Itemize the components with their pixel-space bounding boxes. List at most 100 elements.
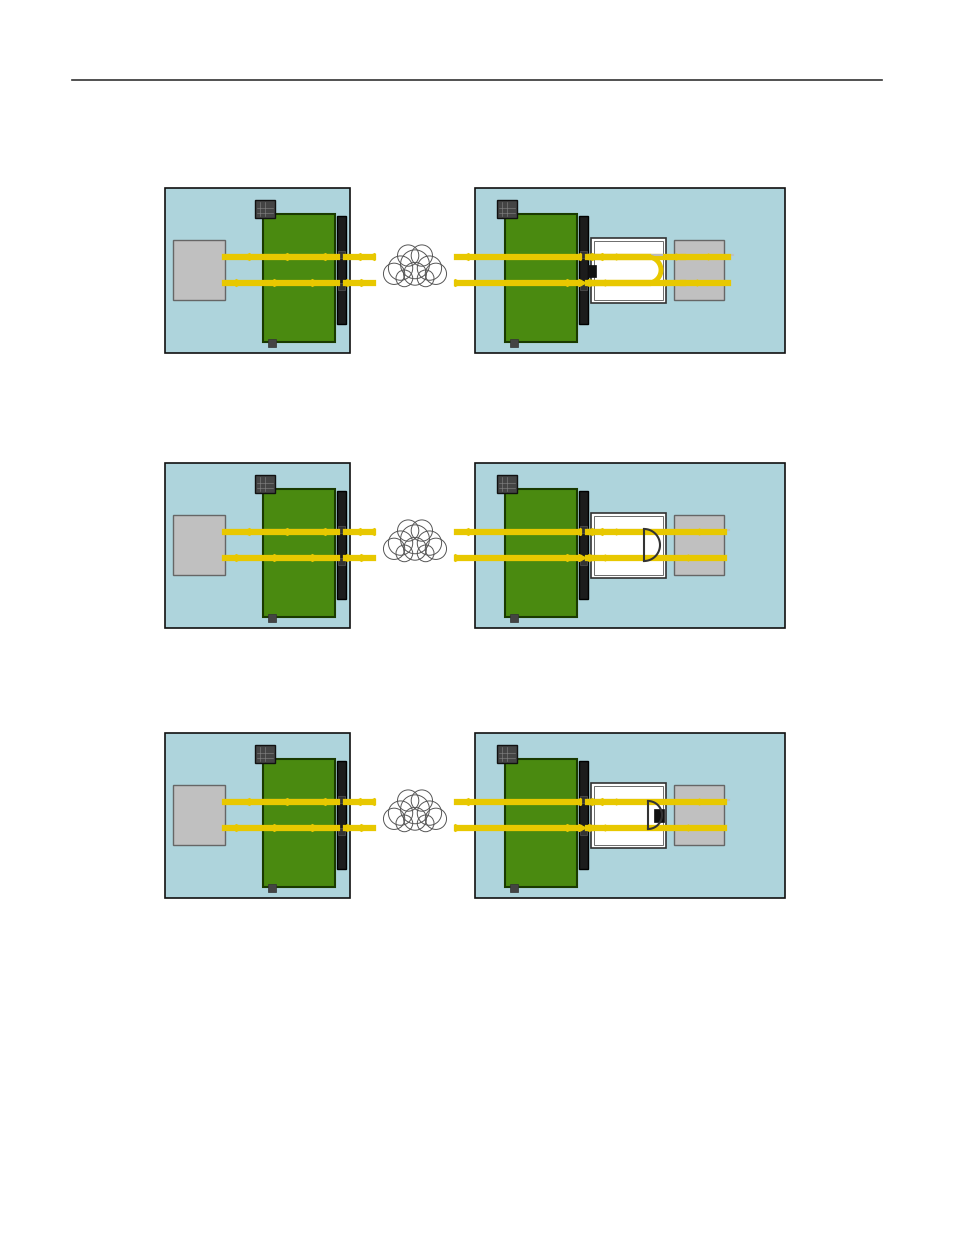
Polygon shape	[360, 825, 368, 831]
Circle shape	[403, 808, 426, 830]
FancyBboxPatch shape	[475, 732, 784, 898]
FancyBboxPatch shape	[336, 492, 346, 599]
Polygon shape	[368, 529, 375, 536]
Polygon shape	[693, 529, 700, 535]
FancyBboxPatch shape	[579, 251, 586, 258]
Circle shape	[411, 790, 432, 811]
Polygon shape	[697, 280, 702, 287]
Polygon shape	[585, 799, 593, 805]
Polygon shape	[578, 279, 585, 287]
Polygon shape	[566, 279, 574, 287]
Polygon shape	[368, 253, 375, 261]
Circle shape	[388, 802, 413, 825]
FancyBboxPatch shape	[475, 188, 784, 352]
Polygon shape	[604, 555, 610, 561]
FancyBboxPatch shape	[165, 188, 350, 352]
FancyBboxPatch shape	[165, 732, 350, 898]
Polygon shape	[670, 254, 677, 261]
FancyBboxPatch shape	[337, 283, 345, 290]
Polygon shape	[281, 799, 288, 805]
Polygon shape	[281, 529, 288, 536]
Circle shape	[383, 808, 404, 830]
FancyBboxPatch shape	[172, 515, 225, 576]
Polygon shape	[235, 279, 243, 287]
FancyBboxPatch shape	[578, 216, 587, 324]
FancyBboxPatch shape	[475, 462, 784, 627]
Polygon shape	[312, 555, 318, 562]
FancyBboxPatch shape	[254, 474, 274, 493]
Circle shape	[388, 531, 413, 556]
Polygon shape	[566, 555, 574, 562]
Polygon shape	[360, 279, 368, 287]
Polygon shape	[455, 279, 461, 287]
FancyBboxPatch shape	[579, 558, 586, 564]
FancyBboxPatch shape	[497, 200, 517, 217]
Polygon shape	[693, 799, 700, 805]
FancyBboxPatch shape	[579, 827, 586, 835]
Circle shape	[416, 815, 434, 831]
Polygon shape	[610, 799, 617, 805]
Circle shape	[425, 263, 446, 284]
Polygon shape	[604, 825, 610, 831]
Polygon shape	[702, 254, 708, 261]
FancyBboxPatch shape	[268, 883, 275, 892]
Circle shape	[411, 245, 432, 267]
Circle shape	[416, 270, 434, 287]
Polygon shape	[455, 555, 461, 562]
Polygon shape	[243, 799, 250, 805]
Circle shape	[397, 790, 418, 811]
FancyBboxPatch shape	[590, 513, 665, 578]
Circle shape	[388, 256, 413, 280]
Polygon shape	[604, 280, 610, 287]
FancyBboxPatch shape	[172, 785, 225, 845]
FancyBboxPatch shape	[590, 783, 665, 847]
Polygon shape	[588, 555, 596, 562]
Circle shape	[416, 545, 434, 562]
Circle shape	[395, 270, 413, 287]
FancyBboxPatch shape	[337, 827, 345, 835]
FancyBboxPatch shape	[337, 251, 345, 258]
FancyBboxPatch shape	[504, 214, 577, 342]
Polygon shape	[274, 825, 281, 831]
Polygon shape	[585, 529, 593, 536]
FancyBboxPatch shape	[254, 200, 274, 217]
Polygon shape	[274, 279, 281, 287]
Polygon shape	[312, 825, 318, 831]
FancyBboxPatch shape	[594, 785, 662, 845]
Polygon shape	[354, 253, 360, 261]
Circle shape	[411, 520, 432, 541]
FancyBboxPatch shape	[510, 338, 517, 347]
Polygon shape	[455, 825, 461, 831]
Polygon shape	[596, 529, 602, 536]
Polygon shape	[585, 253, 593, 261]
Circle shape	[425, 808, 446, 830]
Circle shape	[400, 249, 429, 279]
Polygon shape	[274, 555, 281, 562]
FancyBboxPatch shape	[579, 526, 586, 534]
Polygon shape	[368, 799, 375, 805]
Circle shape	[397, 245, 418, 267]
FancyBboxPatch shape	[673, 785, 723, 845]
FancyBboxPatch shape	[263, 760, 335, 887]
Polygon shape	[354, 799, 360, 805]
FancyBboxPatch shape	[579, 283, 586, 290]
FancyBboxPatch shape	[510, 883, 517, 892]
Circle shape	[400, 525, 429, 553]
Polygon shape	[354, 529, 360, 536]
Circle shape	[400, 795, 429, 824]
FancyBboxPatch shape	[587, 266, 596, 277]
Circle shape	[383, 538, 404, 559]
FancyBboxPatch shape	[594, 241, 662, 300]
FancyBboxPatch shape	[590, 237, 665, 303]
FancyBboxPatch shape	[673, 515, 723, 576]
FancyBboxPatch shape	[497, 474, 517, 493]
Polygon shape	[347, 825, 354, 831]
Polygon shape	[687, 555, 693, 561]
Circle shape	[425, 538, 446, 559]
Polygon shape	[687, 825, 693, 831]
Polygon shape	[610, 529, 617, 535]
Polygon shape	[461, 529, 469, 536]
Polygon shape	[566, 825, 574, 831]
Polygon shape	[347, 555, 354, 562]
FancyBboxPatch shape	[654, 809, 663, 823]
